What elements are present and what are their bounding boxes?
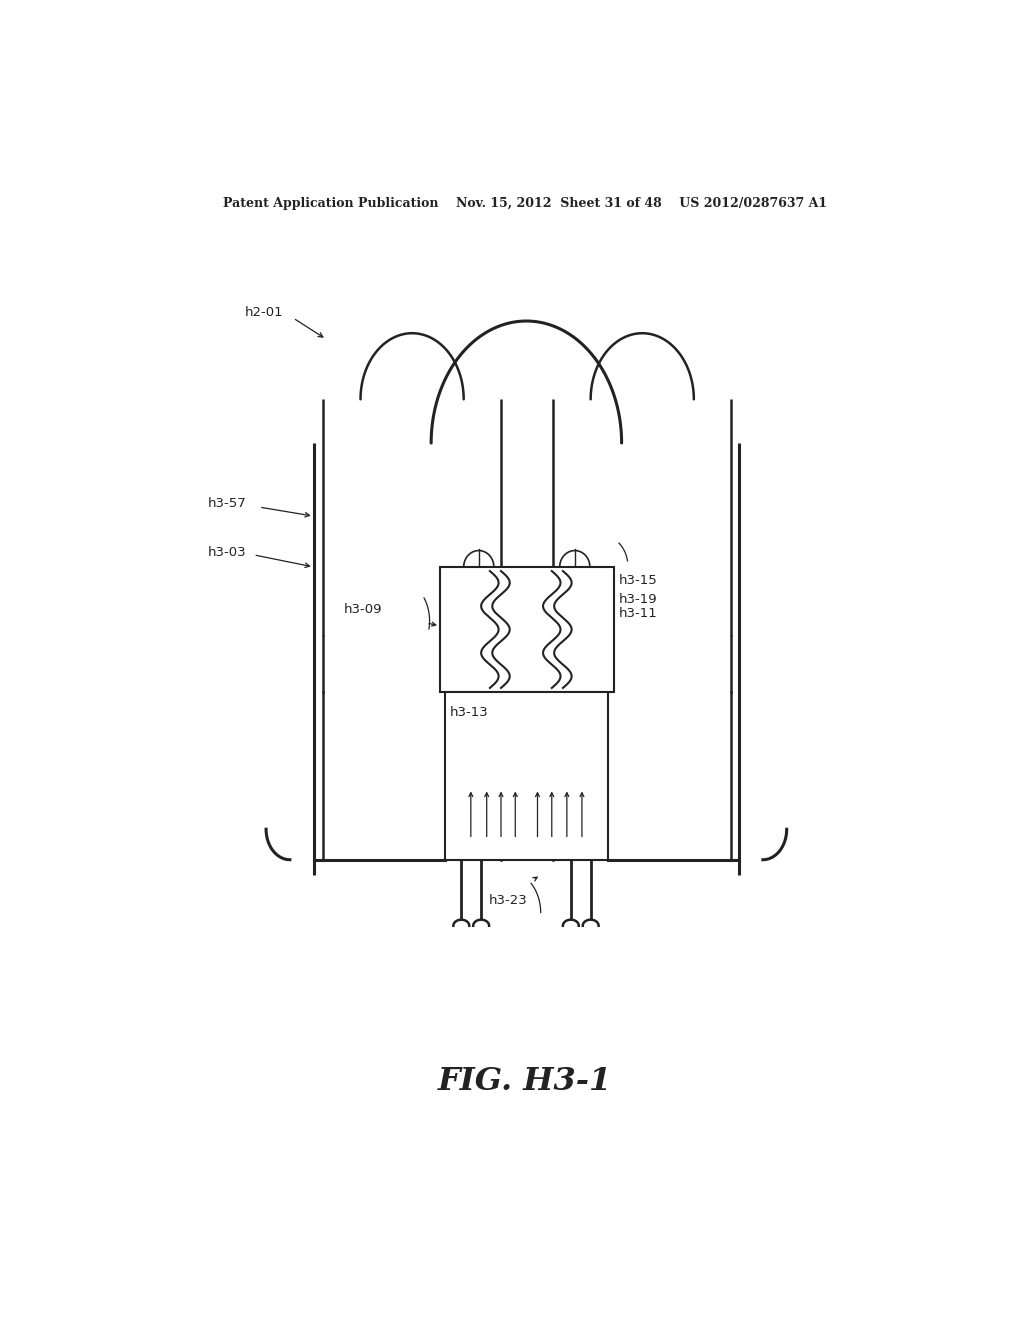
Bar: [445, 692, 608, 859]
Text: FIG. H3-1: FIG. H3-1: [437, 1065, 612, 1097]
Text: h3-13: h3-13: [451, 706, 488, 719]
Text: h3-09: h3-09: [344, 603, 382, 616]
Text: h3-15: h3-15: [618, 574, 657, 586]
Text: h3-11: h3-11: [618, 607, 657, 620]
Text: h3-03: h3-03: [207, 546, 246, 560]
Bar: [440, 568, 613, 692]
Text: Patent Application Publication    Nov. 15, 2012  Sheet 31 of 48    US 2012/02876: Patent Application Publication Nov. 15, …: [223, 197, 826, 210]
Text: h3-19: h3-19: [618, 593, 657, 606]
Text: h3-23: h3-23: [488, 894, 527, 907]
Text: h2-01: h2-01: [245, 306, 284, 319]
Text: h3-57: h3-57: [207, 498, 246, 511]
